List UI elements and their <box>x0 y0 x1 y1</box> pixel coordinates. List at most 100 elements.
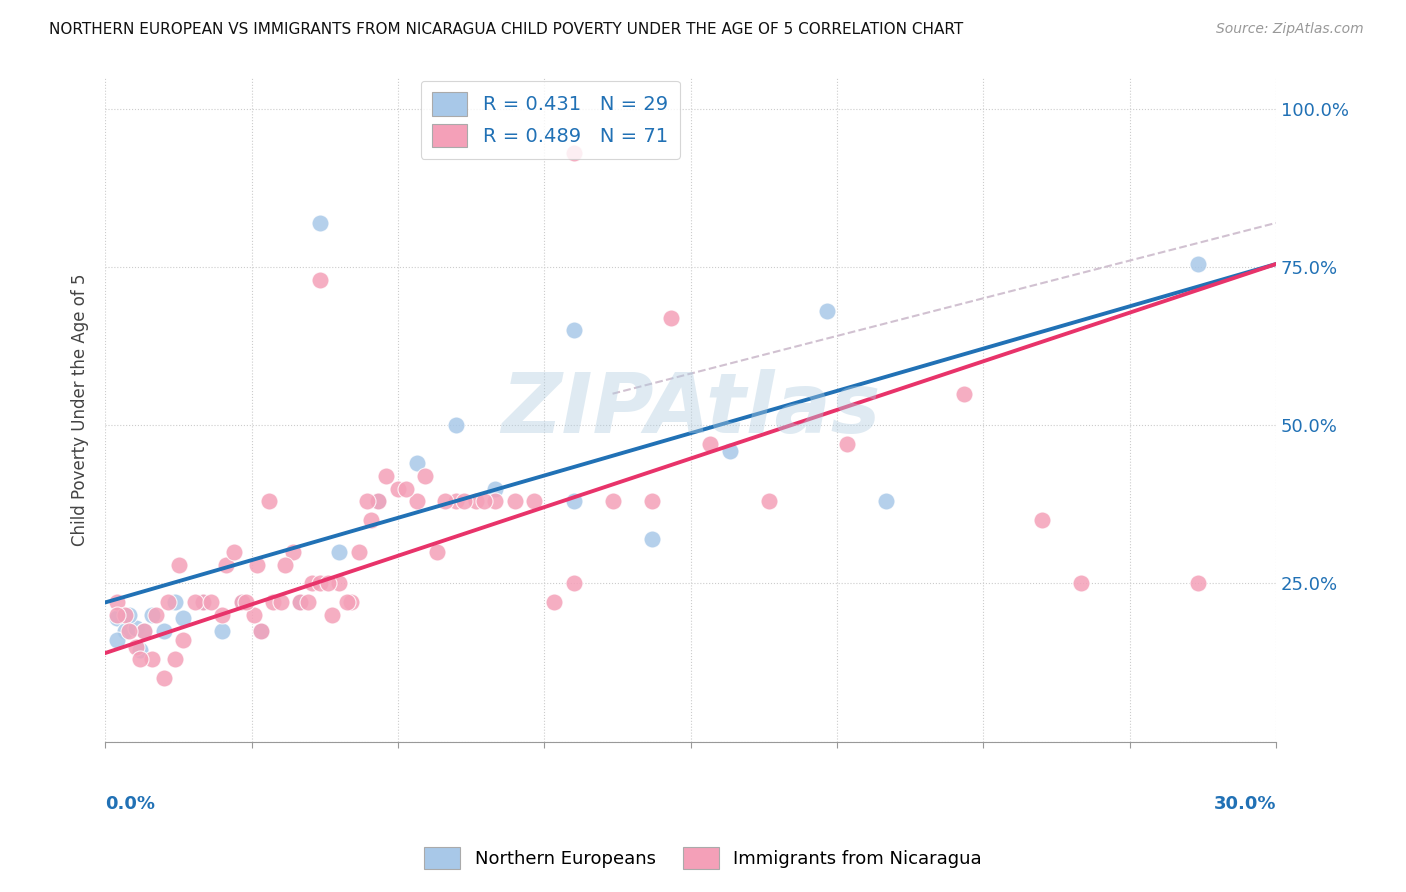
Point <box>129 652 152 666</box>
Point <box>270 595 292 609</box>
Point <box>134 624 156 638</box>
Point <box>290 595 312 609</box>
Point <box>165 595 187 609</box>
Point <box>758 494 780 508</box>
Point <box>1187 576 1209 591</box>
Point <box>235 595 257 609</box>
Point <box>242 608 264 623</box>
Point <box>172 633 194 648</box>
Point <box>562 494 585 508</box>
Point <box>274 558 297 572</box>
Point <box>308 273 330 287</box>
Point <box>114 624 136 638</box>
Point <box>125 640 148 654</box>
Point <box>105 595 128 609</box>
Text: 0.0%: 0.0% <box>105 795 155 813</box>
Point <box>659 310 682 325</box>
Legend: R = 0.431   N = 29, R = 0.489   N = 71: R = 0.431 N = 29, R = 0.489 N = 71 <box>420 80 679 159</box>
Legend: Northern Europeans, Immigrants from Nicaragua: Northern Europeans, Immigrants from Nica… <box>416 839 990 876</box>
Point <box>413 469 436 483</box>
Point <box>290 595 312 609</box>
Point <box>375 469 398 483</box>
Point <box>699 437 721 451</box>
Point <box>395 482 418 496</box>
Point <box>250 624 273 638</box>
Point <box>191 595 214 609</box>
Point <box>301 576 323 591</box>
Point <box>523 494 546 508</box>
Text: 30.0%: 30.0% <box>1213 795 1277 813</box>
Point <box>347 545 370 559</box>
Point <box>1031 513 1053 527</box>
Point <box>356 494 378 508</box>
Point <box>387 482 409 496</box>
Point <box>602 494 624 508</box>
Point <box>172 611 194 625</box>
Point <box>297 595 319 609</box>
Point <box>433 494 456 508</box>
Point <box>446 494 468 508</box>
Point <box>141 608 163 623</box>
Point <box>246 558 269 572</box>
Point <box>1187 257 1209 271</box>
Point <box>222 545 245 559</box>
Point <box>281 545 304 559</box>
Point <box>231 595 253 609</box>
Point <box>640 532 662 546</box>
Text: Source: ZipAtlas.com: Source: ZipAtlas.com <box>1216 22 1364 37</box>
Point <box>367 494 389 508</box>
Point <box>141 652 163 666</box>
Point <box>152 624 174 638</box>
Point <box>336 595 359 609</box>
Point <box>446 418 468 433</box>
Point <box>718 443 741 458</box>
Point <box>308 576 330 591</box>
Point <box>125 621 148 635</box>
Point <box>562 146 585 161</box>
Point <box>562 576 585 591</box>
Point <box>426 545 449 559</box>
Point <box>367 494 389 508</box>
Point <box>465 494 488 508</box>
Point <box>250 624 273 638</box>
Point <box>114 608 136 623</box>
Point <box>815 304 838 318</box>
Point <box>360 513 382 527</box>
Point <box>145 608 167 623</box>
Point <box>257 494 280 508</box>
Point <box>453 494 475 508</box>
Point <box>308 216 330 230</box>
Point <box>211 608 233 623</box>
Point <box>340 595 363 609</box>
Point <box>169 558 191 572</box>
Point <box>543 595 565 609</box>
Point <box>262 595 284 609</box>
Point <box>129 643 152 657</box>
Point <box>117 608 139 623</box>
Point <box>640 494 662 508</box>
Point <box>105 633 128 648</box>
Point <box>191 595 214 609</box>
Point <box>484 494 506 508</box>
Point <box>1070 576 1092 591</box>
Text: NORTHERN EUROPEAN VS IMMIGRANTS FROM NICARAGUA CHILD POVERTY UNDER THE AGE OF 5 : NORTHERN EUROPEAN VS IMMIGRANTS FROM NIC… <box>49 22 963 37</box>
Point <box>105 608 128 623</box>
Point <box>152 671 174 685</box>
Point <box>165 652 187 666</box>
Point <box>156 595 179 609</box>
Point <box>316 576 339 591</box>
Point <box>484 482 506 496</box>
Point <box>231 595 253 609</box>
Point <box>472 494 495 508</box>
Point <box>406 456 429 470</box>
Point <box>134 624 156 638</box>
Point <box>835 437 858 451</box>
Point <box>406 494 429 508</box>
Point <box>200 595 222 609</box>
Point <box>117 624 139 638</box>
Point <box>328 576 350 591</box>
Point <box>184 595 207 609</box>
Y-axis label: Child Poverty Under the Age of 5: Child Poverty Under the Age of 5 <box>72 273 89 546</box>
Text: ZIPAtlas: ZIPAtlas <box>501 369 880 450</box>
Point <box>211 624 233 638</box>
